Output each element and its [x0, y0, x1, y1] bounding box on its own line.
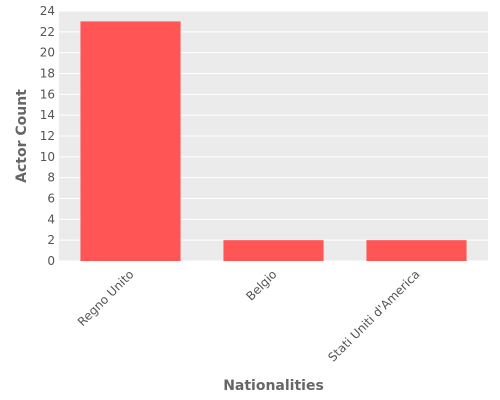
- bar: [366, 240, 467, 261]
- y-tick-label: 16: [40, 87, 55, 101]
- bar: [223, 240, 324, 261]
- y-tick-label: 8: [47, 171, 55, 185]
- y-tick-label: 4: [47, 212, 55, 226]
- x-axis-title: Nationalities: [223, 378, 324, 394]
- y-tick-label: 6: [47, 192, 55, 206]
- y-tick-label: 0: [47, 254, 55, 268]
- bar: [80, 21, 181, 261]
- y-axis-title: Actor Count: [14, 89, 30, 183]
- y-tick-label: 12: [40, 129, 55, 143]
- y-tick-label: 2: [47, 233, 55, 247]
- y-tick-label: 24: [40, 4, 55, 18]
- bars: [80, 21, 467, 261]
- y-tick-label: 18: [40, 67, 55, 81]
- x-tick-labels: Regno Unito Belgio Stati Uniti d'America: [75, 267, 423, 364]
- y-tick-label: 14: [40, 108, 55, 122]
- x-tick-label: Stati Uniti d'America: [325, 267, 422, 364]
- y-tick-label: 10: [40, 150, 55, 164]
- x-tick-label: Belgio: [243, 267, 279, 303]
- y-tick-label: 20: [40, 46, 55, 60]
- y-tick-label: 22: [40, 25, 55, 39]
- x-tick-label: Regno Unito: [75, 267, 137, 329]
